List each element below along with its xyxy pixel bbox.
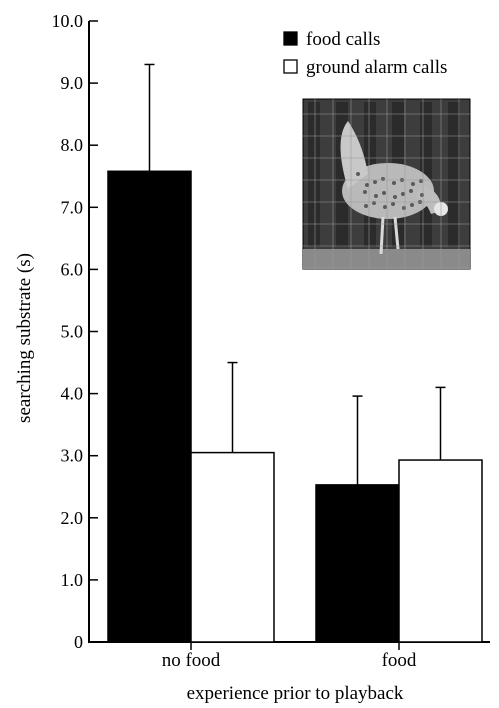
y-tick-label: 4.0 — [61, 384, 84, 404]
legend-swatch — [283, 59, 298, 74]
y-tick-label: 5.0 — [61, 322, 84, 342]
legend-label: ground alarm calls — [306, 57, 447, 78]
photo-texture — [448, 102, 460, 247]
y-tick-label: 10.0 — [52, 11, 84, 31]
chicken-speckle — [411, 182, 415, 186]
y-axis-ticks: 0 1.0 2.0 3.0 4.0 5.0 6.0 7.0 8.0 9.0 10.0 — [52, 11, 98, 652]
chicken-speckle — [373, 180, 377, 184]
x-axis-labels: no food food — [162, 642, 417, 671]
bar-ground-alarm-calls — [398, 459, 483, 643]
y-tick-label: 9.0 — [61, 73, 84, 93]
x-axis-title: experience prior to playback — [187, 683, 404, 704]
y-tick-label: 3.0 — [61, 446, 84, 466]
error-bars — [144, 63, 446, 485]
x-category-label: no food — [162, 650, 221, 671]
y-tick-label: 2.0 — [61, 508, 84, 528]
chicken-speckle — [382, 191, 386, 195]
legend-swatch — [283, 31, 298, 46]
legend: food calls ground alarm calls — [283, 29, 447, 78]
chicken-speckle — [364, 204, 368, 208]
y-tick-label: 6.0 — [61, 259, 84, 279]
chicken-speckle — [374, 194, 378, 198]
chicken-leg — [393, 216, 400, 250]
bar-food-calls — [315, 484, 400, 643]
chicken-speckle — [393, 195, 397, 199]
y-tick-label: 1.0 — [61, 570, 84, 590]
chicken-speckle — [409, 189, 413, 193]
y-tick-label: 7.0 — [61, 197, 84, 217]
x-category-label: food — [382, 650, 417, 671]
chicken-photo — [302, 98, 471, 270]
legend-label: food calls — [306, 29, 380, 50]
chicken-speckle — [391, 202, 395, 206]
chicken-speckle — [383, 205, 387, 209]
y-axis-title: searching substrate (s) — [14, 253, 35, 423]
chicken-speckle — [392, 181, 396, 185]
chicken-speckle — [401, 192, 405, 196]
chicken-tail — [340, 121, 368, 189]
photo-floor — [303, 249, 470, 269]
y-tick-label: 8.0 — [61, 135, 84, 155]
chicken-leg — [379, 216, 385, 255]
chicken-speckle — [356, 172, 360, 176]
bar-ground-alarm-calls — [190, 451, 275, 643]
bar-food-calls — [107, 170, 192, 643]
chicken-speckle — [410, 203, 414, 207]
y-tick-label: 0 — [74, 632, 83, 652]
bars — [107, 170, 483, 643]
chicken-speckle — [365, 183, 369, 187]
photo-texture — [308, 102, 320, 247]
chicken-speckle — [363, 190, 367, 194]
